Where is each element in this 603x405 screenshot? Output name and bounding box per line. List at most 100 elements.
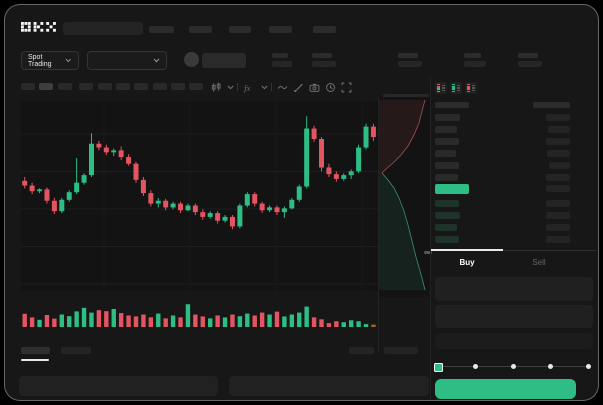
candlestick <box>267 205 273 213</box>
volume-bar <box>311 317 317 327</box>
bid-price-placeholder[interactable] <box>435 236 459 243</box>
bottom-tab[interactable] <box>21 347 50 354</box>
nav-item[interactable] <box>149 26 174 33</box>
search-input[interactable] <box>63 22 143 35</box>
volume-bar <box>371 324 376 327</box>
timeframe-button[interactable] <box>171 83 185 90</box>
amount-field[interactable] <box>435 305 593 328</box>
book-bids-only-icon[interactable] <box>450 82 462 94</box>
ask-amount-placeholder <box>546 174 570 181</box>
stat-label-placeholder <box>518 53 538 58</box>
bottom-tab[interactable] <box>61 347 91 354</box>
nav-item[interactable] <box>269 26 292 33</box>
nav-item[interactable] <box>313 26 336 33</box>
bid-price-placeholder[interactable] <box>435 212 460 219</box>
book-asks-only-icon[interactable] <box>465 82 477 94</box>
amount-slider[interactable] <box>434 361 593 373</box>
volume-bar <box>334 321 339 327</box>
volume-bar <box>44 315 50 327</box>
candlestick <box>103 144 109 156</box>
volume-bar <box>319 319 324 327</box>
chevron-down-icon[interactable] <box>225 82 236 93</box>
fullscreen-icon[interactable] <box>341 82 352 93</box>
ask-price-placeholder[interactable] <box>435 138 459 145</box>
tab-buy[interactable]: Buy <box>459 258 475 267</box>
ask-price-placeholder[interactable] <box>435 126 457 133</box>
candlestick <box>148 190 154 207</box>
timeframe-button[interactable] <box>79 83 93 90</box>
tab-sell[interactable]: Sell <box>532 258 546 267</box>
total-field[interactable] <box>435 333 593 349</box>
volume-bar <box>304 306 309 327</box>
slider-stop[interactable] <box>473 364 478 369</box>
candlestick <box>192 203 198 215</box>
line-tool-icon[interactable] <box>277 82 288 93</box>
book-both-icon[interactable] <box>435 82 447 94</box>
candlestick <box>229 215 235 230</box>
candlestick <box>289 197 295 210</box>
market-type-label: Spot Trading <box>28 53 52 68</box>
toolbar-divider <box>271 83 272 91</box>
timeframe-button[interactable] <box>21 83 35 90</box>
nav-item[interactable] <box>229 26 251 33</box>
timeframe-button[interactable] <box>39 83 53 90</box>
bottom-tab[interactable] <box>384 347 418 354</box>
last-price-badge <box>435 184 469 194</box>
candlestick <box>170 201 176 210</box>
bid-amount-placeholder <box>546 236 570 243</box>
timeframe-button[interactable] <box>153 83 167 90</box>
volume-bar <box>252 315 257 327</box>
slider-stop[interactable] <box>585 364 591 369</box>
candlestick <box>81 173 87 185</box>
ask-price-placeholder[interactable] <box>435 114 460 121</box>
app-window: Spot Trading fx <box>4 4 599 401</box>
bottom-tab[interactable] <box>349 347 374 354</box>
toolbar-divider <box>237 83 238 91</box>
candlestick <box>22 177 28 189</box>
buy-tab-underline <box>431 249 503 251</box>
ask-price-placeholder[interactable] <box>435 174 458 181</box>
market-type-dropdown[interactable]: Spot Trading <box>21 51 79 70</box>
indicators-icon[interactable]: fx <box>243 82 254 93</box>
chevron-down-icon[interactable] <box>259 82 270 93</box>
slider-stop[interactable] <box>510 364 516 369</box>
pair-selector[interactable] <box>87 51 167 70</box>
camera-icon[interactable] <box>309 82 320 93</box>
candlestick <box>178 201 184 214</box>
candlestick <box>333 171 339 182</box>
okx-logo[interactable] <box>21 22 57 34</box>
candlestick-chart[interactable] <box>21 101 378 291</box>
nav-item[interactable] <box>189 26 212 33</box>
bid-price-placeholder[interactable] <box>435 200 459 207</box>
candlestick <box>133 161 139 183</box>
timeframe-button[interactable] <box>98 83 112 90</box>
timeframe-button[interactable] <box>189 83 203 90</box>
candlestick <box>356 144 362 174</box>
stat-label-placeholder <box>464 53 481 58</box>
trade-tabs-divider <box>431 250 596 251</box>
price-field[interactable] <box>435 277 593 301</box>
draw-tool-icon[interactable] <box>293 82 304 93</box>
ask-price-placeholder[interactable] <box>435 150 456 157</box>
timeframe-button[interactable] <box>58 83 72 90</box>
candle-style-icon[interactable] <box>211 82 222 93</box>
bid-price-placeholder[interactable] <box>435 224 457 231</box>
volume-bar <box>178 317 183 327</box>
candlestick <box>296 184 302 202</box>
chart-depth-divider <box>378 97 379 353</box>
buy-cta-button[interactable] <box>435 379 576 399</box>
slider-stop[interactable] <box>548 364 553 369</box>
timeframe-button[interactable] <box>134 83 148 90</box>
volume-bar <box>297 312 302 327</box>
candlestick <box>51 197 57 215</box>
timeframe-button[interactable] <box>116 83 130 90</box>
last-price-placeholder <box>202 53 246 68</box>
volume-bar <box>348 320 354 327</box>
volume-bar <box>185 304 191 327</box>
history-icon[interactable] <box>325 82 336 93</box>
candlestick <box>29 182 35 195</box>
volume-bar <box>245 313 250 327</box>
ask-price-placeholder[interactable] <box>435 162 459 169</box>
candlestick <box>244 192 250 208</box>
slider-handle[interactable] <box>434 362 443 372</box>
